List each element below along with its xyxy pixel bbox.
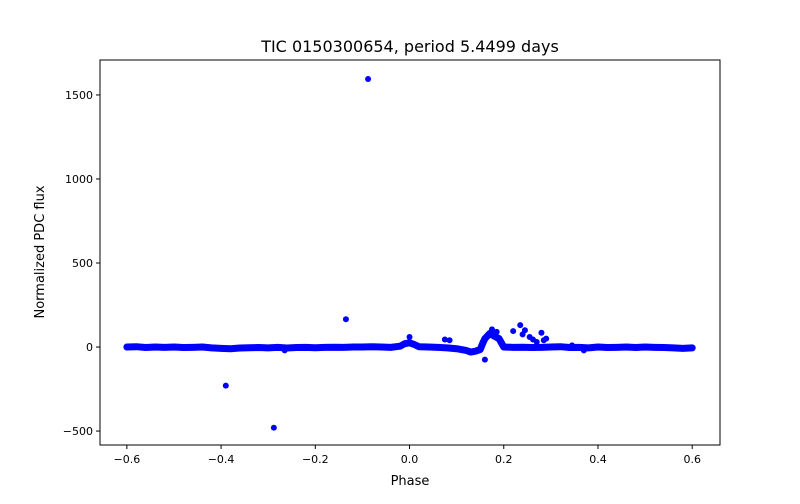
outlier-point [543,335,550,342]
data-point [613,344,621,351]
data-point [170,343,178,351]
outlier-point [441,336,448,343]
data-point [208,344,215,352]
data-point [359,343,366,351]
data-point [396,342,404,350]
data-point [236,344,244,352]
data-point [467,348,474,356]
data-point [481,335,489,342]
outlier-point [569,342,576,349]
outlier-point [519,331,526,338]
data-point [594,343,602,351]
data-point [161,344,168,351]
data-point [528,344,536,351]
x-tick-label: 0.4 [589,453,607,466]
data-point [142,344,149,351]
data-point [479,340,486,347]
y-axis: −500 0 500 1000 1500 [63,89,100,438]
data-point [500,343,507,351]
outlier-point [365,75,372,82]
x-tick-label: 0.0 [401,453,419,466]
data-point [312,344,319,351]
data-point [264,344,272,352]
data-point [632,344,639,351]
data-point [415,343,423,350]
outlier-point [222,382,229,389]
x-tick-label: −0.6 [113,453,140,466]
data-point [340,344,347,351]
chart-title: TIC 0150300654, period 5.4499 days [260,37,559,56]
data-point [651,344,658,351]
data-point [274,344,281,351]
data-points [123,75,696,431]
data-point [434,344,441,351]
data-point [519,343,526,351]
outlier-point [270,424,277,431]
data-point [689,344,696,352]
data-point [227,345,234,352]
outlier-point [510,328,517,335]
outlier-point [342,316,349,323]
data-point [368,343,376,350]
data-point [509,344,517,351]
data-point [349,343,357,351]
data-point [476,346,484,353]
data-point [302,344,310,351]
data-point [425,343,432,351]
data-point [641,343,649,351]
x-axis: −0.6 −0.4 −0.2 0.0 0.2 0.4 0.6 [113,445,701,466]
data-point [378,343,385,351]
data-point [660,344,668,351]
data-point [547,343,555,351]
outlier-point [533,338,540,345]
data-point [199,343,206,351]
data-point [453,345,460,352]
y-tick-label: 1500 [65,89,93,102]
data-point [255,344,262,351]
x-tick-label: −0.2 [302,453,329,466]
data-point [330,343,338,351]
data-point [604,344,611,351]
y-tick-label: −500 [63,425,93,438]
outlier-point [517,322,524,329]
data-point [670,344,677,352]
data-point [575,344,583,351]
x-tick-label: 0.2 [495,453,513,466]
data-point [246,344,253,351]
data-point [679,345,686,352]
x-tick-label: 0.6 [683,453,701,466]
y-tick-label: 500 [72,257,93,270]
outlier-point [406,333,413,340]
outlier-point [488,326,495,333]
x-axis-label: Phase [391,474,430,489]
outlier-point [580,347,587,354]
data-point [321,344,328,351]
data-point [293,344,300,351]
outlier-point [538,329,545,336]
data-point [133,343,140,350]
outlier-point [481,356,488,363]
x-tick-label: −0.4 [208,453,235,466]
data-point [557,343,564,350]
data-point [123,343,131,351]
data-point [623,343,630,351]
outlier-point [281,347,288,354]
y-tick-label: 0 [86,341,93,354]
data-point [151,343,159,351]
data-point [217,345,225,352]
outlier-point [493,328,500,335]
data-point [444,344,451,352]
data-point [180,344,187,351]
data-point [495,335,503,342]
y-axis-label: Normalized PDC flux [33,185,48,318]
data-point [538,344,545,351]
data-point [387,344,394,351]
data-point [585,344,592,352]
y-tick-label: 1000 [65,173,93,186]
data-point [189,344,197,351]
outlier-point [446,337,453,344]
data-point [401,340,409,347]
